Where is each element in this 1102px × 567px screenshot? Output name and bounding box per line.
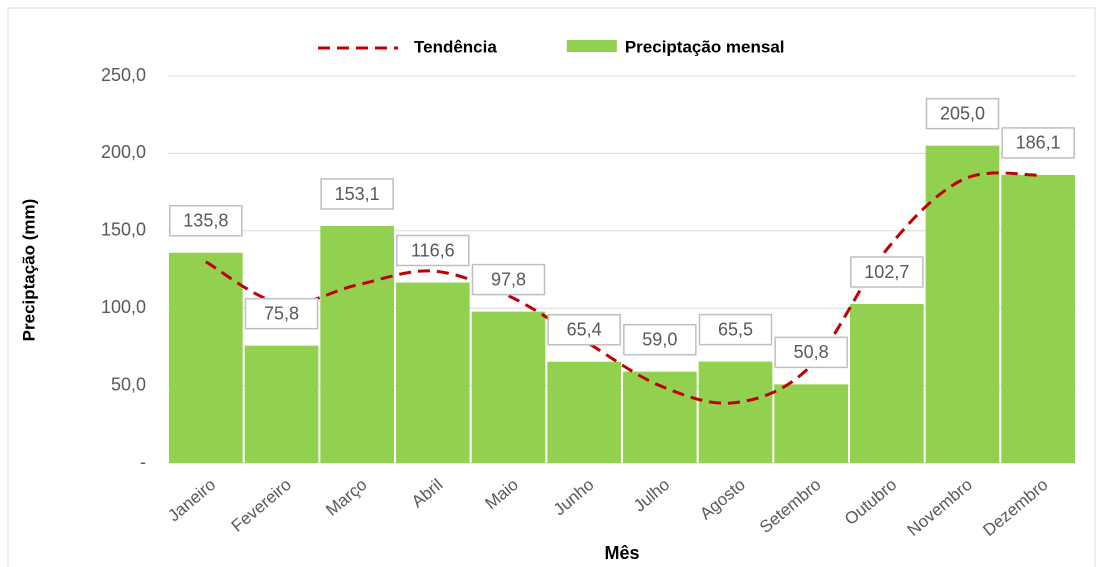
value-label-box [774,336,848,369]
value-label: 102,7 [864,262,909,282]
legend-label: Preciptação mensal [625,37,785,56]
value-label-box [471,263,546,296]
bar [320,226,394,463]
value-label-box [925,97,1000,130]
trend-line [205,171,1039,405]
value-label: 153,1 [335,184,380,204]
legend-label: Tendência [414,37,497,56]
bar [471,311,546,463]
value-label-box [623,323,697,356]
value-label-box [850,256,924,288]
y-tick-label: 50,0 [111,374,146,394]
y-tick-label: 100,0 [101,297,146,317]
bar [850,304,924,463]
value-label: 50,8 [794,342,829,362]
bar [169,252,243,463]
value-label-box [396,234,470,267]
value-label: 116,6 [411,240,455,260]
bar [774,384,848,463]
bar [244,345,319,463]
value-label: 65,5 [718,319,753,339]
y-tick-label: 250,0 [101,65,146,85]
value-label: 186,1 [1016,133,1061,153]
y-tick-label: 200,0 [101,142,146,162]
value-label-box [1001,127,1075,159]
y-tick-label: - [140,452,146,472]
y-tick-label: 150,0 [101,220,146,240]
y-axis-title: Preciptação (mm) [19,199,38,342]
legend-swatch [566,40,617,52]
value-label-box [169,205,243,237]
bar [1001,174,1075,463]
value-label: 75,8 [264,303,299,323]
value-label-box [698,313,773,346]
value-label: 65,4 [567,320,602,340]
value-label: 135,8 [183,211,228,231]
value-label-box [320,178,394,210]
x-axis-title: Mês [604,543,639,563]
value-label: 97,8 [491,269,526,289]
bar [396,282,470,463]
value-label-box [244,297,319,330]
bar [547,361,621,463]
bar [925,145,1000,463]
value-label: 59,0 [642,329,677,349]
value-label: 205,0 [940,103,985,123]
bar [698,361,773,463]
value-label-box [547,314,621,346]
